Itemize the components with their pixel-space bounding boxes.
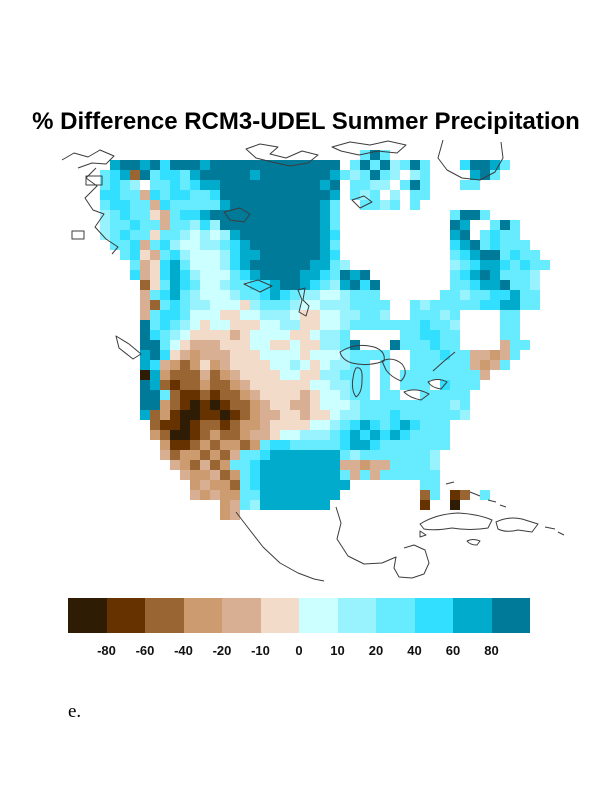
coast-mexico-pacific: [235, 511, 325, 582]
colorbar-tick-label: -60: [135, 643, 155, 658]
colorbar-segment: [145, 598, 184, 633]
island-cuba: [419, 512, 493, 531]
panel-label: e.: [68, 701, 82, 722]
colorbar-tick-label: 10: [330, 643, 345, 658]
island-nunivak: [71, 230, 85, 240]
lake-great-slave: [243, 279, 273, 293]
colorbar-segment: [414, 598, 453, 633]
island-arctic-east: [331, 140, 407, 156]
colorbar-labels: -80 -60 -40 -20 -10 0 10 20 40 60 80: [68, 643, 530, 661]
colorbar-tick-label: -20: [212, 643, 232, 658]
islands-bahamas-dashes: [445, 481, 507, 508]
coast-alaska-west: [84, 167, 119, 255]
map-grid: [100, 150, 550, 520]
islands-puerto-rico-dashes: [544, 526, 565, 536]
colorbar-tick-label: 80: [484, 643, 499, 658]
river-st-lawrence: [432, 351, 456, 372]
island-vancouver: [115, 335, 142, 360]
colorbar-segment: [491, 598, 530, 633]
colorbar-segment: [299, 598, 338, 633]
colorbar-tick-label: 0: [295, 643, 303, 658]
colorbar: [68, 598, 530, 633]
colorbar-segment: [453, 598, 492, 633]
coastlines: [61, 139, 565, 582]
coast-greenland: [437, 139, 504, 181]
island-isle-of-youth: [419, 530, 427, 538]
colorbar-segment: [68, 598, 107, 633]
lake-michigan: [351, 367, 363, 398]
colorbar-tick-label: -10: [251, 643, 270, 658]
island-banks-victoria: [245, 143, 319, 167]
colorbar-segment: [260, 598, 299, 633]
colorbar-segment: [183, 598, 222, 633]
colorbar-tick-label: 40: [407, 643, 422, 658]
colorbar-tick-label: -80: [97, 643, 116, 658]
island-jamaica: [466, 539, 481, 546]
colorbar-segment: [222, 598, 261, 633]
colorbar-tick-label: 20: [368, 643, 384, 658]
colorbar-segment: [337, 598, 376, 633]
lake-erie: [403, 389, 430, 401]
colorbar-tick-label: -40: [174, 643, 193, 658]
colorbar-tick-label: 60: [445, 643, 461, 658]
lake-ontario: [427, 379, 448, 390]
figure-title: % Difference RCM3-UDEL Summer Precipitat…: [32, 108, 580, 136]
island-hispaniola: [495, 517, 539, 533]
lake-winnipeg: [297, 287, 310, 317]
lake-huron: [381, 358, 406, 382]
coast-mexico-gulf-yucatan: [335, 506, 430, 579]
island-southampton: [351, 195, 373, 209]
lake-great-bear: [223, 207, 251, 223]
coast-chukotka: [61, 149, 115, 169]
colorbar-segment: [106, 598, 145, 633]
island-st-matthew: [85, 175, 103, 186]
lake-superior: [339, 344, 385, 366]
colorbar-segment: [376, 598, 415, 633]
